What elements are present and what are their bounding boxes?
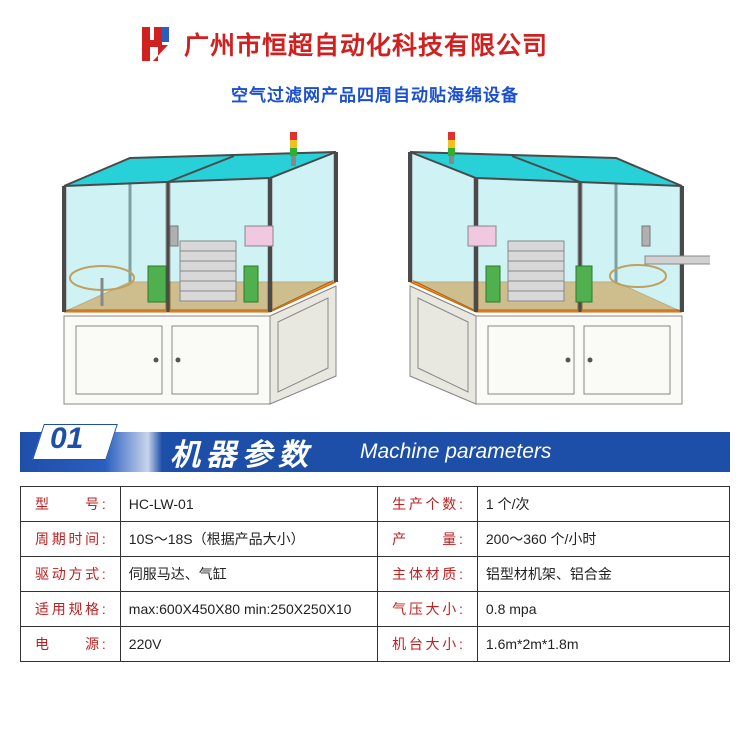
page-header: 广州市恒超自动化科技有限公司 [0,0,750,71]
company-name: 广州市恒超自动化科技有限公司 [184,26,548,62]
param-label: 周期时间: [21,522,121,557]
param-value: 10S～18S（根据产品大小） [120,522,377,557]
param-value: 1.6m*2m*1.8m [477,627,729,662]
param-label: 气压大小: [378,592,478,627]
param-label: 型 号: [21,487,121,522]
section-title-en: Machine parameters [360,440,551,464]
table-row: 型 号:HC-LW-01生产个数:1 个/次 [21,487,730,522]
table-row: 适用规格:max:600X450X80 min:250X250X10气压大小:0… [21,592,730,627]
section-number: 01 [50,422,83,456]
param-label: 适用规格: [21,592,121,627]
param-value: 伺服马达、气缸 [120,557,377,592]
product-subtitle: 空气过滤网产品四周自动贴海绵设备 [0,81,750,106]
param-label: 电 源: [21,627,121,662]
param-value: 220V [120,627,377,662]
param-label: 生产个数: [378,487,478,522]
param-value: 0.8 mpa [477,592,729,627]
company-logo [140,25,172,63]
param-value: 铝型材机架、铝合金 [477,557,729,592]
param-value: 200～360 个/小时 [477,522,729,557]
param-value: max:600X450X80 min:250X250X10 [120,592,377,627]
machine-view-right [390,126,710,406]
section-title-cn: 机器参数 [170,430,314,474]
machine-illustrations [0,106,750,421]
parameters-table: 型 号:HC-LW-01生产个数:1 个/次周期时间:10S～18S（根据产品大… [20,486,730,662]
machine-view-left [40,126,360,406]
param-label: 机台大小: [378,627,478,662]
param-label: 产 量: [378,522,478,557]
section-banner: 01 机器参数 Machine parameters [20,426,730,478]
param-label: 驱动方式: [21,557,121,592]
table-row: 周期时间:10S～18S（根据产品大小）产 量:200～360 个/小时 [21,522,730,557]
table-row: 电 源:220V机台大小:1.6m*2m*1.8m [21,627,730,662]
table-row: 驱动方式:伺服马达、气缸主体材质:铝型材机架、铝合金 [21,557,730,592]
param-label: 主体材质: [378,557,478,592]
param-value: HC-LW-01 [120,487,377,522]
param-value: 1 个/次 [477,487,729,522]
